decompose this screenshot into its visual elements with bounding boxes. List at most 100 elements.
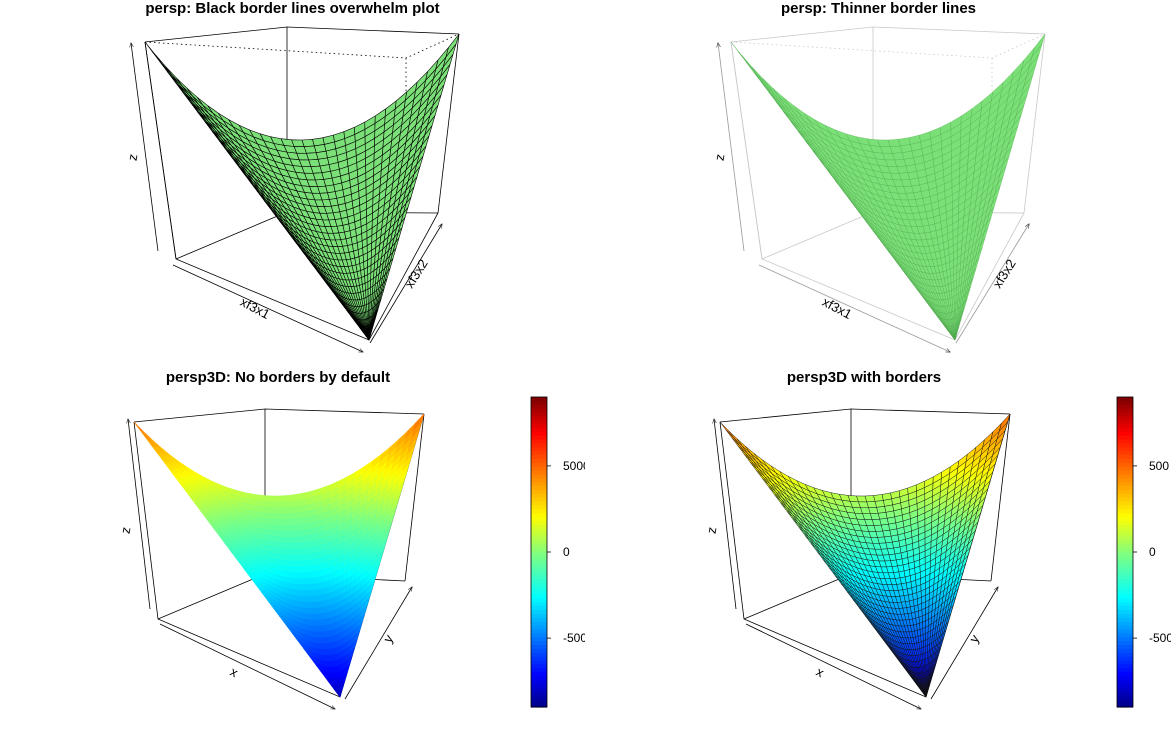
colorbar-segment xyxy=(531,470,547,476)
surface-mesh xyxy=(719,413,1011,698)
axis-arrow xyxy=(128,419,151,610)
surface-facet xyxy=(337,639,340,648)
colorbar-segment xyxy=(531,629,547,634)
colorbar-segment xyxy=(531,668,547,673)
colorbar-segment xyxy=(531,540,547,545)
colorbar-segment xyxy=(1117,583,1133,588)
colorbar-segment xyxy=(1117,633,1133,638)
colorbar-segment xyxy=(1117,645,1133,650)
colorbar-segment xyxy=(1117,668,1133,673)
colorbar-segment xyxy=(531,416,547,421)
colorbar-segment xyxy=(1117,521,1133,526)
colorbar-segment xyxy=(1117,524,1133,530)
axis-arrow xyxy=(131,43,159,252)
surface-facet xyxy=(877,512,888,520)
surface-facet xyxy=(339,688,343,698)
colorbar-segment xyxy=(1117,571,1133,576)
box-edge xyxy=(743,573,852,620)
colorbar-segment xyxy=(1117,664,1133,669)
colorbar-segment xyxy=(1117,648,1133,654)
colorbar-segment xyxy=(1117,637,1133,642)
colorbar-segment xyxy=(1117,683,1133,689)
colorbar-segment xyxy=(1117,509,1133,514)
box-edge xyxy=(404,413,425,582)
box-edge-hidden xyxy=(144,33,460,59)
surface-mesh xyxy=(730,33,1046,341)
colorbar-segment xyxy=(531,645,547,650)
colorbar-segment xyxy=(531,412,547,417)
surface-plot: x y z 500 0 -500 xyxy=(704,396,1171,737)
colorbar-segment xyxy=(531,590,547,596)
colorbar-segment xyxy=(531,439,547,445)
x-axis-label: xf3x1 xyxy=(820,294,854,322)
colorbar-segment xyxy=(531,683,547,689)
colorbar-segment xyxy=(1117,470,1133,476)
colorbar-segment xyxy=(531,435,547,441)
colorbar-segment xyxy=(531,517,547,522)
colorbar-segment xyxy=(531,575,547,580)
box-edge xyxy=(730,41,763,260)
colorbar-segment xyxy=(531,532,547,538)
colorbar-segment xyxy=(531,544,547,549)
colorbar-segment xyxy=(531,586,547,592)
y-axis-label: xf3x2 xyxy=(402,256,431,290)
chart-title: persp: Black border lines overwhelm plot xyxy=(145,0,440,17)
colorbar-segment xyxy=(531,625,547,631)
box-edge xyxy=(133,408,425,423)
colorbar-segment xyxy=(531,579,547,584)
colorbar-segment xyxy=(531,536,547,541)
colorbar-tick-label: 500 xyxy=(1149,459,1169,473)
colorbar-segment xyxy=(1117,459,1133,464)
colorbar-segment xyxy=(531,664,547,669)
colorbar-segment xyxy=(1117,397,1133,402)
colorbar-segment xyxy=(531,594,547,600)
colorbar-segment xyxy=(1117,552,1133,557)
colorbar-segment xyxy=(531,614,547,619)
colorbar-segment xyxy=(1117,544,1133,549)
surface-facet xyxy=(892,152,905,161)
box-edge xyxy=(990,413,1011,582)
colorbar-segment xyxy=(1117,493,1133,499)
colorbar-segment xyxy=(1117,455,1133,460)
colorbar-segment xyxy=(531,501,547,507)
colorbar-segment xyxy=(1117,614,1133,619)
colorbar-segment xyxy=(1117,443,1133,448)
colorbar-segment xyxy=(1117,610,1133,615)
colorbar-segment xyxy=(1117,555,1133,561)
x-axis-label: xf3x1 xyxy=(238,294,272,322)
colorbar-segment xyxy=(531,648,547,654)
surface-facet xyxy=(950,281,955,291)
axis-arrow xyxy=(369,224,442,344)
colorbar-segment xyxy=(531,443,547,448)
colorbar-segment xyxy=(1117,408,1133,414)
surface-facet xyxy=(751,66,769,87)
colorbar-segment xyxy=(1117,679,1133,685)
colorbar-segment xyxy=(1117,656,1133,662)
y-axis-label: xf3x2 xyxy=(990,256,1019,290)
colorbar-segment xyxy=(1117,586,1133,592)
colorbar-segment xyxy=(1117,575,1133,580)
chart-title: persp3D: No borders by default xyxy=(165,369,391,386)
colorbar-segment xyxy=(1117,501,1133,507)
colorbar-tick-label: 0 xyxy=(1149,545,1156,559)
box-edge-hidden xyxy=(730,33,1046,59)
colorbar-tick-label: 0 xyxy=(563,545,570,559)
colorbar-segment xyxy=(531,497,547,503)
colorbar-segment xyxy=(531,617,547,623)
colorbar-segment xyxy=(531,397,547,402)
z-axis-label: z xyxy=(712,153,728,162)
colorbar-segment xyxy=(531,687,547,693)
y-axis-label: y xyxy=(380,631,396,645)
axis-arrow xyxy=(714,419,737,610)
colorbar-segment xyxy=(1117,462,1133,468)
colorbar-segment xyxy=(531,404,547,410)
colorbar-segment xyxy=(531,408,547,414)
colorbar-segment xyxy=(531,482,547,487)
colorbar-segment xyxy=(531,466,547,472)
colorbar-segment xyxy=(1117,621,1133,627)
colorbar-segment xyxy=(1117,482,1133,487)
axis-arrow xyxy=(718,43,745,252)
